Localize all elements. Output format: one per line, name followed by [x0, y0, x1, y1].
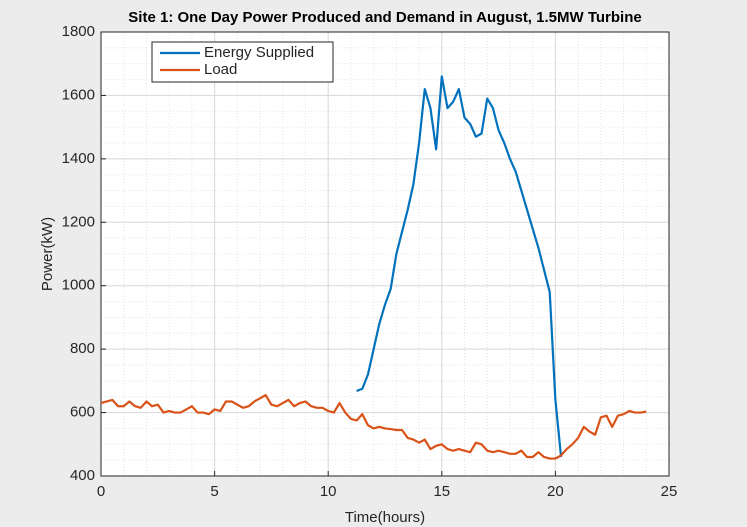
legend-label: Energy Supplied — [204, 44, 314, 61]
y-tick-label: 1000 — [62, 277, 95, 294]
x-tick-label: 20 — [547, 483, 564, 500]
y-axis-label: Power(kW) — [39, 217, 56, 291]
legend-label: Load — [204, 61, 237, 78]
data-line — [100, 394, 647, 460]
y-tick-label: 1800 — [62, 23, 95, 40]
legend-box — [151, 41, 334, 83]
y-tick-label: 1200 — [62, 213, 95, 230]
x-tick-label: 10 — [320, 483, 337, 500]
x-tick-label: 5 — [210, 483, 218, 500]
x-tick-label: 15 — [433, 483, 450, 500]
axes-box — [100, 31, 670, 477]
plot-area — [101, 32, 669, 476]
x-axis-label: Time(hours) — [345, 509, 425, 526]
y-tick-label: 1600 — [62, 86, 95, 103]
chart-title: Site 1: One Day Power Produced and Deman… — [128, 9, 641, 26]
y-tick-label: 400 — [70, 467, 95, 484]
x-tick-label: 0 — [97, 483, 105, 500]
data-line — [356, 75, 563, 458]
y-tick-label: 1400 — [62, 150, 95, 167]
x-tick-label: 25 — [661, 483, 678, 500]
y-tick-label: 600 — [70, 404, 95, 421]
y-tick-label: 800 — [70, 340, 95, 357]
